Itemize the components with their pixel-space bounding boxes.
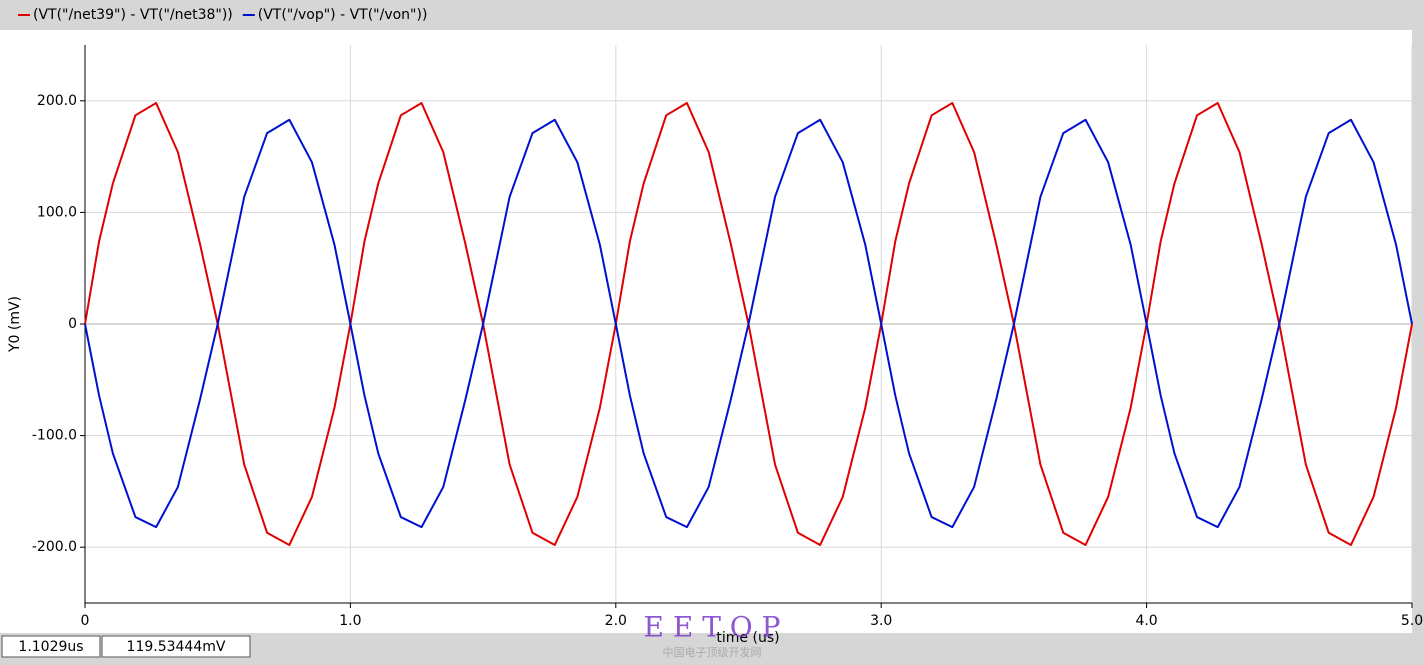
x-axis-label: time (us) xyxy=(716,630,779,646)
y-tick-label: -200.0 xyxy=(32,539,77,555)
legend-label: (VT("/net39") - VT("/net38")) xyxy=(33,7,233,23)
y-axis-label: Y0 (mV) xyxy=(7,296,23,353)
right-margin xyxy=(1412,30,1424,635)
y-tick-label: 100.0 xyxy=(37,204,77,220)
status-box xyxy=(1,635,101,658)
y-tick-label: 200.0 xyxy=(37,93,77,109)
x-tick-label: 3.0 xyxy=(870,613,892,629)
y-tick-label: -100.0 xyxy=(32,428,77,444)
cursor-y: 119.53444mV xyxy=(127,639,226,655)
series-line xyxy=(84,118,1413,529)
y-tick-label: 0 xyxy=(68,316,77,332)
watermark-subtitle: 中国电子顶级开发网 xyxy=(663,645,762,659)
cursor-x: 1.1029us xyxy=(18,639,83,655)
x-tick-label: 1.0 xyxy=(339,613,361,629)
legend-label: (VT("/vop") - VT("/von")) xyxy=(258,7,428,23)
series-line xyxy=(84,102,1413,546)
watermark: E E T O P xyxy=(644,611,781,644)
x-tick-label: 0 xyxy=(81,613,90,629)
x-tick-label: 4.0 xyxy=(1135,613,1157,629)
legend-bar xyxy=(0,0,1424,30)
x-tick-label: 5.0 xyxy=(1401,613,1423,629)
status-box xyxy=(101,635,251,658)
x-tick-label: 2.0 xyxy=(605,613,627,629)
